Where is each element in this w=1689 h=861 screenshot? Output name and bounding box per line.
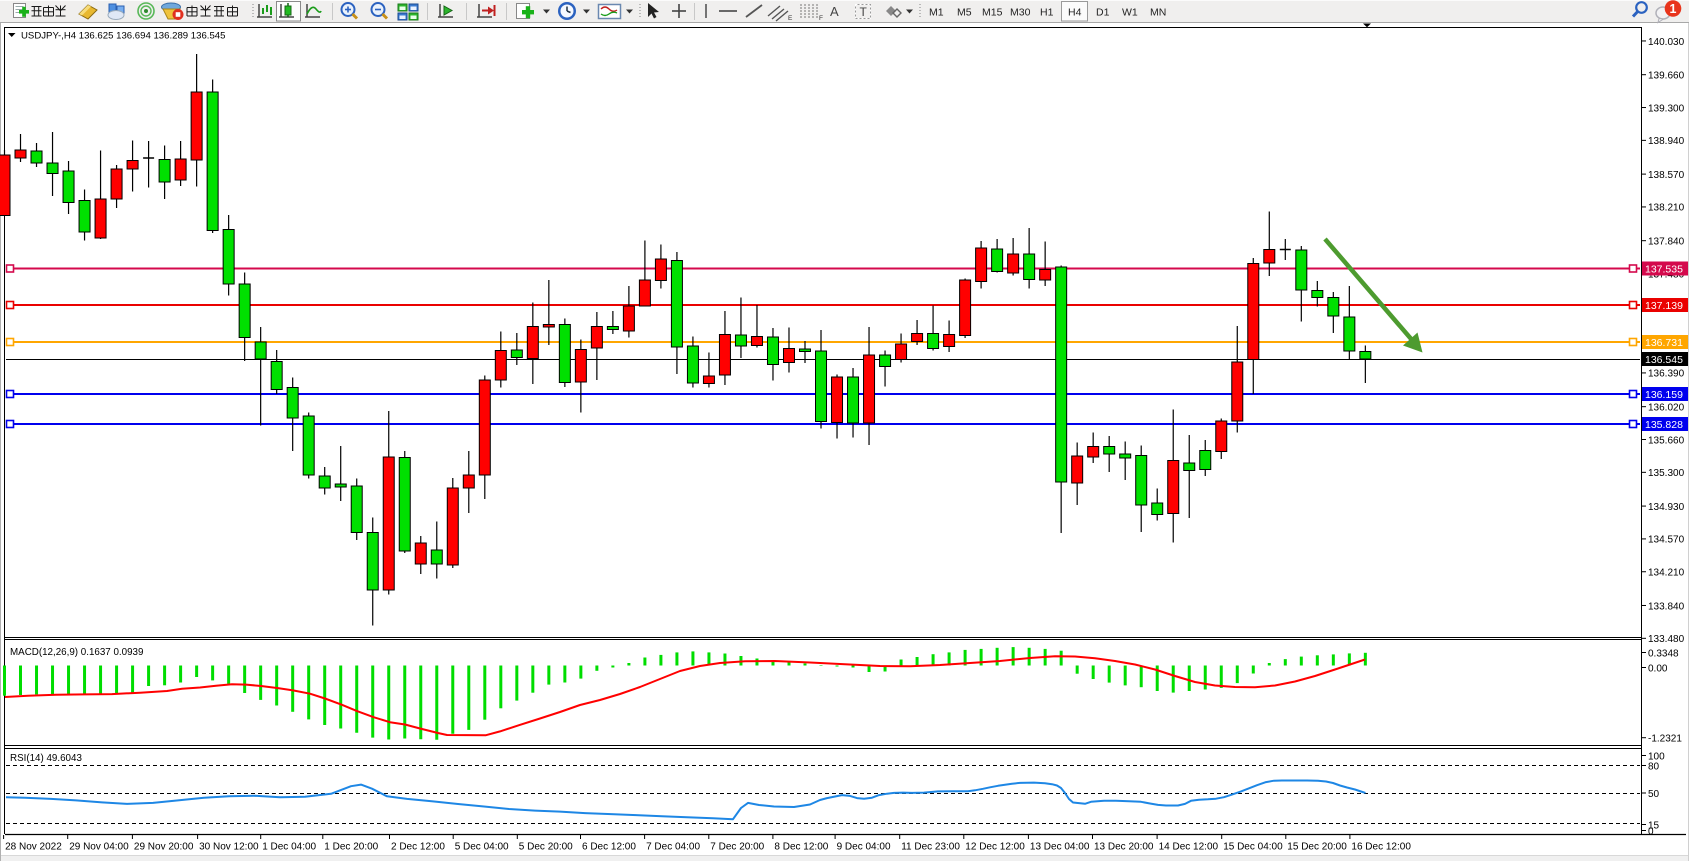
svg-text:29 Nov 20:00: 29 Nov 20:00 — [134, 842, 194, 853]
svg-text:134.570: 134.570 — [1648, 535, 1685, 546]
svg-text:1 Dec 20:00: 1 Dec 20:00 — [324, 842, 378, 853]
svg-text:133.840: 133.840 — [1648, 601, 1685, 612]
svg-text:135.660: 135.660 — [1648, 435, 1685, 446]
svg-text:H1: H1 — [1040, 7, 1054, 19]
svg-text:T: T — [860, 5, 868, 19]
svg-text:7 Dec 20:00: 7 Dec 20:00 — [710, 842, 764, 853]
svg-text:MN: MN — [1150, 7, 1166, 19]
svg-text:136.020: 136.020 — [1648, 402, 1685, 413]
svg-text:D1: D1 — [1096, 7, 1110, 19]
svg-text:E: E — [788, 15, 793, 22]
svg-text:139.660: 139.660 — [1648, 71, 1685, 82]
svg-text:137.840: 137.840 — [1648, 236, 1685, 247]
svg-text:-1.2321: -1.2321 — [1648, 734, 1682, 745]
svg-text:29 Nov 04:00: 29 Nov 04:00 — [69, 842, 129, 853]
svg-text:15 Dec 04:00: 15 Dec 04:00 — [1223, 842, 1283, 853]
svg-text:RSI(14) 49.6043: RSI(14) 49.6043 — [10, 753, 82, 764]
svg-text:137.139: 137.139 — [1645, 300, 1683, 312]
svg-text:USDJPY-,H4 136.625 136.694 13: USDJPY-,H4 136.625 136.694 136.289 136.5… — [21, 31, 225, 42]
svg-text:138.940: 138.940 — [1648, 136, 1685, 147]
svg-text:M1: M1 — [929, 7, 944, 19]
svg-text:0: 0 — [1648, 826, 1654, 837]
svg-text:W1: W1 — [1122, 7, 1138, 19]
svg-text:11 Dec 23:00: 11 Dec 23:00 — [901, 842, 960, 853]
svg-text:9 Dec 04:00: 9 Dec 04:00 — [837, 842, 891, 853]
svg-text:30 Nov 12:00: 30 Nov 12:00 — [199, 842, 259, 853]
svg-text:15: 15 — [1648, 820, 1660, 831]
svg-text:100: 100 — [1648, 751, 1665, 762]
svg-text:0.3348: 0.3348 — [1648, 648, 1679, 659]
svg-text:135.828: 135.828 — [1645, 419, 1683, 431]
svg-text:MACD(12,26,9) 0.1637 0.0939: MACD(12,26,9) 0.1637 0.0939 — [10, 647, 143, 658]
svg-text:50: 50 — [1648, 789, 1660, 800]
svg-text:M5: M5 — [957, 7, 972, 19]
svg-text:136.731: 136.731 — [1645, 337, 1683, 349]
svg-text:M30: M30 — [1010, 7, 1031, 19]
svg-text:135.300: 135.300 — [1648, 468, 1685, 479]
svg-text:16 Dec 12:00: 16 Dec 12:00 — [1351, 842, 1411, 853]
svg-text:13 Dec 20:00: 13 Dec 20:00 — [1094, 842, 1154, 853]
svg-text:136.390: 136.390 — [1648, 369, 1685, 380]
svg-text:1 Dec 04:00: 1 Dec 04:00 — [262, 842, 316, 853]
svg-text:13 Dec 04:00: 13 Dec 04:00 — [1030, 842, 1090, 853]
svg-text:A: A — [830, 4, 839, 19]
svg-text:6 Dec 12:00: 6 Dec 12:00 — [582, 842, 636, 853]
svg-text:28 Nov 2022: 28 Nov 2022 — [5, 842, 62, 853]
svg-text:136.545: 136.545 — [1645, 354, 1683, 366]
svg-text:139.300: 139.300 — [1648, 103, 1685, 114]
svg-text:0.00: 0.00 — [1648, 663, 1668, 674]
svg-text:12 Dec 12:00: 12 Dec 12:00 — [965, 842, 1025, 853]
svg-text:F: F — [819, 15, 823, 22]
svg-text:M15: M15 — [982, 7, 1003, 19]
svg-text:1: 1 — [1670, 2, 1677, 16]
svg-text:138.570: 138.570 — [1648, 170, 1685, 181]
svg-text:2 Dec 12:00: 2 Dec 12:00 — [391, 842, 445, 853]
svg-text:136.159: 136.159 — [1645, 389, 1683, 401]
svg-text:H4: H4 — [1068, 7, 1082, 19]
svg-text:7 Dec 04:00: 7 Dec 04:00 — [646, 842, 700, 853]
svg-text:134.930: 134.930 — [1648, 502, 1685, 513]
svg-text:137.535: 137.535 — [1645, 263, 1683, 275]
svg-text:8 Dec 12:00: 8 Dec 12:00 — [774, 842, 828, 853]
svg-text:140.030: 140.030 — [1648, 37, 1685, 48]
svg-text:80: 80 — [1648, 761, 1660, 772]
svg-text:15 Dec 20:00: 15 Dec 20:00 — [1287, 842, 1347, 853]
svg-text:14 Dec 12:00: 14 Dec 12:00 — [1159, 842, 1219, 853]
svg-text:138.210: 138.210 — [1648, 203, 1685, 214]
svg-text:5 Dec 04:00: 5 Dec 04:00 — [455, 842, 509, 853]
svg-text:133.480: 133.480 — [1648, 634, 1685, 645]
svg-text:134.210: 134.210 — [1648, 568, 1685, 579]
svg-text:5 Dec 20:00: 5 Dec 20:00 — [519, 842, 573, 853]
